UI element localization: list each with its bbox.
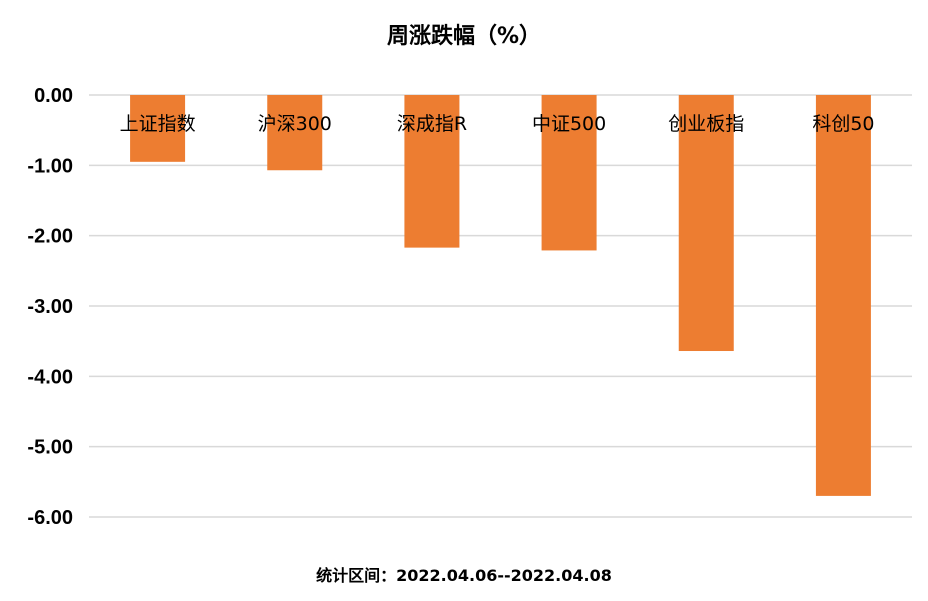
category-label: 科创50: [812, 113, 874, 135]
category-label: 深成指R: [397, 113, 467, 135]
bars: [130, 95, 871, 496]
bar: [404, 95, 460, 248]
y-tick-label: -3.00: [27, 296, 73, 318]
y-tick-label: -6.00: [27, 507, 73, 529]
bar: [815, 95, 871, 496]
category-label: 上证指数: [120, 113, 196, 135]
date-range-footnote: 统计区间：2022.04.06--2022.04.08: [316, 566, 612, 585]
y-tick-label: -4.00: [27, 366, 73, 388]
gridlines: [89, 94, 912, 518]
bar: [541, 95, 597, 251]
bar: [267, 95, 323, 171]
category-label: 沪深300: [258, 113, 332, 135]
chart-title: 周涨跌幅（%）: [386, 24, 542, 49]
y-tick-label: -1.00: [27, 155, 73, 177]
category-label: 中证500: [532, 113, 606, 135]
y-tick-label: -2.00: [27, 226, 73, 248]
category-labels: 上证指数 沪深300 深成指R 中证500 创业板指 科创50: [120, 113, 875, 135]
y-tick-label: -5.00: [27, 437, 73, 459]
bar: [130, 95, 186, 162]
bar: [678, 95, 734, 352]
category-label: 创业板指: [668, 113, 744, 135]
y-axis-tick-labels: 0.00 -1.00 -2.00 -3.00 -4.00 -5.00 -6.00: [27, 85, 73, 529]
y-tick-label: 0.00: [34, 85, 73, 107]
